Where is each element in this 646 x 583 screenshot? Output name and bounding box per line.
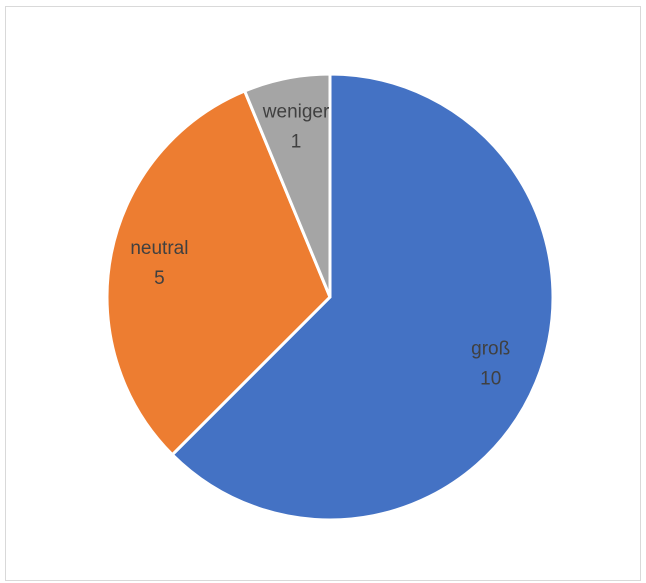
pie-slices	[105, 72, 555, 522]
data-label-category-neutral: neutral	[130, 238, 188, 259]
data-label-value-gro: 10	[480, 369, 501, 390]
data-label-value-weniger: 1	[291, 131, 302, 152]
data-label-value-neutral: 5	[154, 268, 165, 289]
data-label-category-gro: groß	[471, 339, 510, 360]
pie-slice-neutral	[105, 89, 332, 457]
pie-slice-weniger	[243, 72, 332, 299]
pie-slice-gro	[170, 72, 555, 522]
pie-data-labels: groß 10 neutral 5 weniger 1	[130, 101, 510, 389]
data-label-category-weniger: weniger	[262, 101, 330, 122]
